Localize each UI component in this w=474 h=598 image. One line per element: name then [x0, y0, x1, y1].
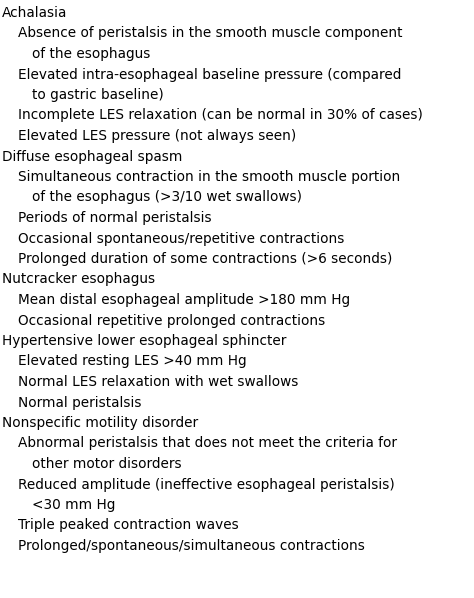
- Text: Elevated LES pressure (not always seen): Elevated LES pressure (not always seen): [18, 129, 296, 143]
- Text: other motor disorders: other motor disorders: [32, 457, 182, 471]
- Text: Nutcracker esophagus: Nutcracker esophagus: [2, 273, 155, 286]
- Text: Normal LES relaxation with wet swallows: Normal LES relaxation with wet swallows: [18, 375, 298, 389]
- Text: Elevated resting LES >40 mm Hg: Elevated resting LES >40 mm Hg: [18, 355, 246, 368]
- Text: Normal peristalsis: Normal peristalsis: [18, 395, 142, 410]
- Text: Hypertensive lower esophageal sphincter: Hypertensive lower esophageal sphincter: [2, 334, 286, 348]
- Text: Mean distal esophageal amplitude >180 mm Hg: Mean distal esophageal amplitude >180 mm…: [18, 293, 350, 307]
- Text: to gastric baseline): to gastric baseline): [32, 88, 164, 102]
- Text: Periods of normal peristalsis: Periods of normal peristalsis: [18, 211, 211, 225]
- Text: Prolonged/spontaneous/simultaneous contractions: Prolonged/spontaneous/simultaneous contr…: [18, 539, 365, 553]
- Text: Incomplete LES relaxation (can be normal in 30% of cases): Incomplete LES relaxation (can be normal…: [18, 108, 423, 123]
- Text: Occasional repetitive prolonged contractions: Occasional repetitive prolonged contract…: [18, 313, 325, 328]
- Text: Elevated intra-esophageal baseline pressure (compared: Elevated intra-esophageal baseline press…: [18, 68, 401, 81]
- Text: Abnormal peristalsis that does not meet the criteria for: Abnormal peristalsis that does not meet …: [18, 437, 397, 450]
- Text: Triple peaked contraction waves: Triple peaked contraction waves: [18, 518, 239, 532]
- Text: Diffuse esophageal spasm: Diffuse esophageal spasm: [2, 150, 182, 163]
- Text: Nonspecific motility disorder: Nonspecific motility disorder: [2, 416, 198, 430]
- Text: Simultaneous contraction in the smooth muscle portion: Simultaneous contraction in the smooth m…: [18, 170, 400, 184]
- Text: of the esophagus (>3/10 wet swallows): of the esophagus (>3/10 wet swallows): [32, 191, 302, 205]
- Text: <30 mm Hg: <30 mm Hg: [32, 498, 115, 512]
- Text: Occasional spontaneous/repetitive contractions: Occasional spontaneous/repetitive contra…: [18, 231, 345, 246]
- Text: Reduced amplitude (ineffective esophageal peristalsis): Reduced amplitude (ineffective esophagea…: [18, 477, 395, 492]
- Text: of the esophagus: of the esophagus: [32, 47, 150, 61]
- Text: Absence of peristalsis in the smooth muscle component: Absence of peristalsis in the smooth mus…: [18, 26, 402, 41]
- Text: Prolonged duration of some contractions (>6 seconds): Prolonged duration of some contractions …: [18, 252, 392, 266]
- Text: Achalasia: Achalasia: [2, 6, 67, 20]
